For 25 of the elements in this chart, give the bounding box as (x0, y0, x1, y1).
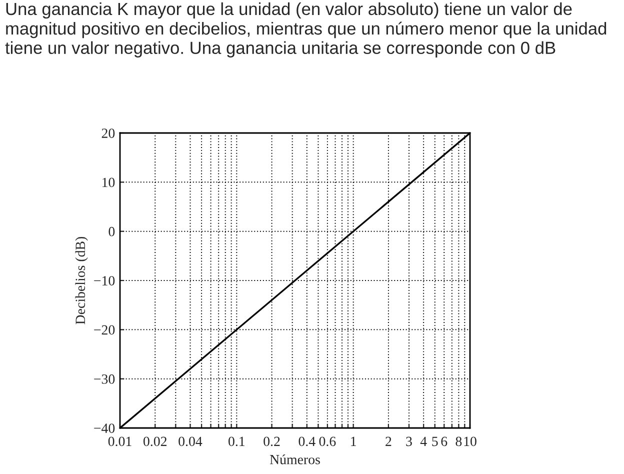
x-tick-label: 1 (351, 436, 356, 446)
y-tick-label: −30 (94, 374, 115, 384)
y-tick-label: 0 (108, 226, 115, 236)
chart-title: Una ganancia K mayor que la unidad (en valor absoluto) tiene un valor de magnitud positivo en decibelios, mientras que un número menor que la unidad tiene un valor negativo. Una ganancia unitaria se corresponde con 0 dB (5, 2, 606, 58)
x-tick-label: 4 (420, 436, 427, 446)
x-tick-label: 3 (406, 436, 412, 446)
x-tick-label: 2 (386, 436, 392, 446)
x-tick-label: 0.01 (108, 436, 132, 446)
x-tick-label: 0.2 (264, 436, 280, 446)
y-tick-label: 10 (102, 178, 115, 188)
x-tick-label: 0.04 (178, 436, 202, 446)
x-tick-label: 5 (432, 436, 438, 446)
x-tick-label: 0.4 (298, 436, 316, 446)
x-tick-label: 0.6 (319, 436, 336, 446)
y-tick-label: −10 (94, 276, 115, 286)
y-axis-title: Decibelios (dB) (75, 236, 88, 324)
x-tick-label: 10 (464, 436, 476, 446)
x-tick-label: 0.1 (228, 436, 245, 446)
x-axis-title: Números (270, 454, 320, 464)
x-tick-label: 6 (441, 436, 448, 446)
y-tick-label: −20 (94, 325, 115, 335)
x-tick-label: 8 (456, 436, 462, 446)
y-tick-label: 20 (102, 128, 115, 138)
y-tick-label: −40 (94, 424, 115, 433)
x-tick-label: 0.02 (143, 436, 167, 446)
